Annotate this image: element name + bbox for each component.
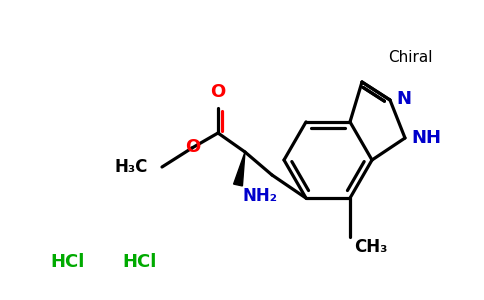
Text: H₃C: H₃C <box>115 158 148 176</box>
Text: O: O <box>185 138 201 156</box>
Text: Chiral: Chiral <box>388 50 433 65</box>
Text: N: N <box>396 90 411 108</box>
Text: O: O <box>211 83 226 101</box>
Text: NH: NH <box>411 129 441 147</box>
Text: HCl: HCl <box>51 253 85 271</box>
Text: CH₃: CH₃ <box>354 238 387 256</box>
Text: NH₂: NH₂ <box>243 187 278 205</box>
Polygon shape <box>234 152 245 186</box>
Text: HCl: HCl <box>123 253 157 271</box>
